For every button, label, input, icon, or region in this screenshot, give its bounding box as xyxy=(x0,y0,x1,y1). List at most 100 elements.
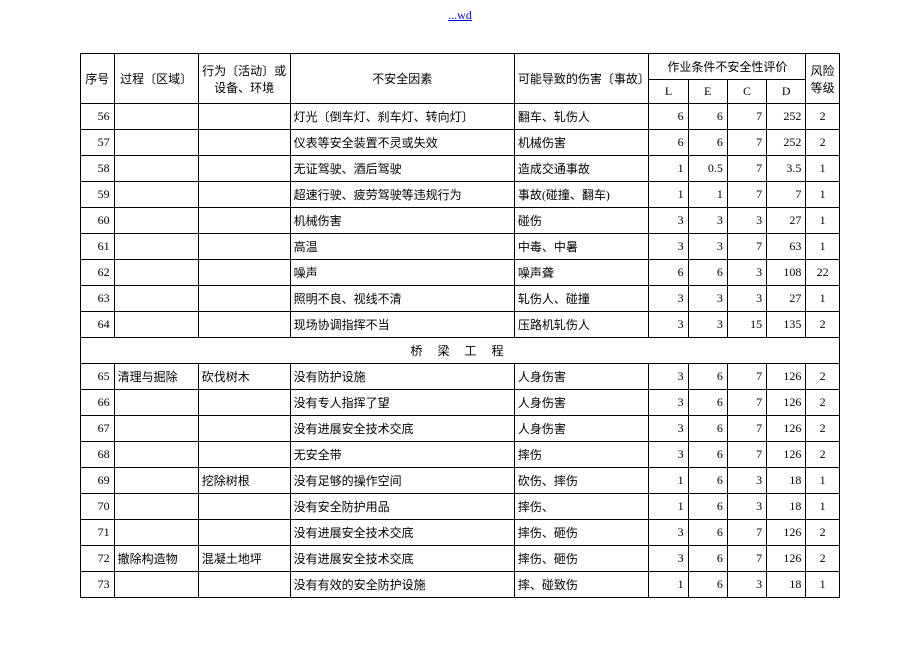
cell-C: 3 xyxy=(727,572,766,598)
cell-D: 108 xyxy=(767,260,806,286)
table-row: 59超速行驶、疲劳驾驶等违规行为事故(碰撞、翻车)11771 xyxy=(81,182,840,208)
cell-D: 126 xyxy=(767,416,806,442)
cell-activity xyxy=(198,208,290,234)
section-title: 桥 梁 工 程 xyxy=(81,338,840,364)
cell-C: 7 xyxy=(727,416,766,442)
cell-risk: 2 xyxy=(806,364,840,390)
th-eval-group: 作业条件不安全性评价 xyxy=(649,54,806,80)
cell-L: 3 xyxy=(649,234,688,260)
cell-E: 6 xyxy=(688,546,727,572)
cell-activity xyxy=(198,390,290,416)
table-row: 68无安全带摔伤3671262 xyxy=(81,442,840,468)
th-E: E xyxy=(688,80,727,104)
cell-E: 6 xyxy=(688,572,727,598)
table-row: 56灯光〔倒车灯、刹车灯、转向灯〕翻车、轧伤人6672522 xyxy=(81,104,840,130)
th-activity: 行为〔活动〕或设备、环境 xyxy=(198,54,290,104)
cell-harm: 摔、碰致伤 xyxy=(514,572,649,598)
cell-risk: 1 xyxy=(806,234,840,260)
cell-harm: 压路机轧伤人 xyxy=(514,312,649,338)
cell-E: 3 xyxy=(688,312,727,338)
cell-factor: 没有足够的操作空间 xyxy=(290,468,514,494)
cell-D: 126 xyxy=(767,390,806,416)
cell-activity xyxy=(198,182,290,208)
cell-E: 6 xyxy=(688,494,727,520)
cell-harm: 人身伤害 xyxy=(514,416,649,442)
cell-C: 7 xyxy=(727,156,766,182)
cell-factor: 没有有效的安全防护设施 xyxy=(290,572,514,598)
cell-L: 6 xyxy=(649,104,688,130)
cell-process xyxy=(114,286,198,312)
cell-process xyxy=(114,468,198,494)
table-row: 63照明不良、视线不清轧伤人、碰撞333271 xyxy=(81,286,840,312)
cell-factor: 没有进展安全技术交底 xyxy=(290,546,514,572)
cell-risk: 1 xyxy=(806,208,840,234)
cell-E: 1 xyxy=(688,182,727,208)
cell-seq: 70 xyxy=(81,494,115,520)
cell-C: 7 xyxy=(727,390,766,416)
cell-D: 126 xyxy=(767,520,806,546)
cell-seq: 72 xyxy=(81,546,115,572)
cell-harm: 造成交通事故 xyxy=(514,156,649,182)
cell-process xyxy=(114,182,198,208)
cell-C: 7 xyxy=(727,520,766,546)
cell-D: 18 xyxy=(767,468,806,494)
cell-seq: 69 xyxy=(81,468,115,494)
cell-L: 3 xyxy=(649,416,688,442)
cell-process xyxy=(114,312,198,338)
cell-D: 252 xyxy=(767,104,806,130)
cell-E: 3 xyxy=(688,286,727,312)
cell-D: 252 xyxy=(767,130,806,156)
table-row: 73没有有效的安全防护设施摔、碰致伤163181 xyxy=(81,572,840,598)
header-link[interactable]: ...wd xyxy=(448,8,472,22)
section-row: 桥 梁 工 程 xyxy=(81,338,840,364)
cell-factor: 噪声 xyxy=(290,260,514,286)
table-row: 66没有专人指挥了望人身伤害3671262 xyxy=(81,390,840,416)
cell-activity xyxy=(198,520,290,546)
cell-risk: 2 xyxy=(806,442,840,468)
cell-C: 3 xyxy=(727,286,766,312)
cell-process xyxy=(114,494,198,520)
table-row: 64现场协调指挥不当压路机轧伤人33151352 xyxy=(81,312,840,338)
cell-seq: 71 xyxy=(81,520,115,546)
cell-activity xyxy=(198,494,290,520)
cell-harm: 人身伤害 xyxy=(514,390,649,416)
cell-process xyxy=(114,156,198,182)
cell-risk: 1 xyxy=(806,572,840,598)
table-row: 61高温中毒、中暑337631 xyxy=(81,234,840,260)
cell-seq: 58 xyxy=(81,156,115,182)
cell-D: 126 xyxy=(767,364,806,390)
cell-process: 清理与掘除 xyxy=(114,364,198,390)
cell-D: 7 xyxy=(767,182,806,208)
cell-factor: 现场协调指挥不当 xyxy=(290,312,514,338)
cell-seq: 68 xyxy=(81,442,115,468)
cell-risk: 1 xyxy=(806,494,840,520)
cell-process xyxy=(114,234,198,260)
cell-risk: 2 xyxy=(806,130,840,156)
cell-seq: 60 xyxy=(81,208,115,234)
cell-harm: 碰伤 xyxy=(514,208,649,234)
cell-harm: 摔伤、砸伤 xyxy=(514,520,649,546)
cell-L: 6 xyxy=(649,260,688,286)
cell-process xyxy=(114,442,198,468)
cell-E: 6 xyxy=(688,442,727,468)
cell-L: 3 xyxy=(649,312,688,338)
cell-harm: 机械伤害 xyxy=(514,130,649,156)
cell-activity xyxy=(198,156,290,182)
cell-C: 7 xyxy=(727,546,766,572)
cell-seq: 67 xyxy=(81,416,115,442)
cell-L: 1 xyxy=(649,182,688,208)
cell-harm: 事故(碰撞、翻车) xyxy=(514,182,649,208)
cell-L: 3 xyxy=(649,442,688,468)
th-factor: 不安全因素 xyxy=(290,54,514,104)
cell-C: 15 xyxy=(727,312,766,338)
cell-process xyxy=(114,104,198,130)
cell-activity xyxy=(198,442,290,468)
cell-L: 1 xyxy=(649,572,688,598)
cell-C: 7 xyxy=(727,234,766,260)
cell-E: 6 xyxy=(688,520,727,546)
cell-activity: 砍伐树木 xyxy=(198,364,290,390)
cell-seq: 62 xyxy=(81,260,115,286)
cell-seq: 59 xyxy=(81,182,115,208)
cell-L: 6 xyxy=(649,130,688,156)
cell-risk: 1 xyxy=(806,156,840,182)
